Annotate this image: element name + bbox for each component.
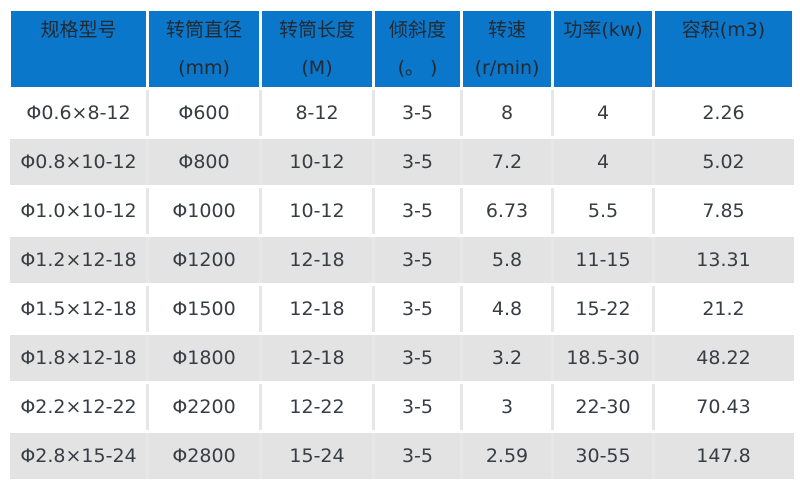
table-cell: 3-5 [372, 234, 463, 286]
table-cell: Φ800 [146, 136, 262, 188]
table-cell: 3-5 [372, 430, 463, 482]
header-sublabel: (M) [301, 57, 333, 79]
table-cell: Φ0.8×10-12 [9, 136, 149, 188]
table-cell: 2.59 [460, 430, 554, 482]
table-cell: 18.5-30 [551, 332, 655, 384]
table-cell: 3 [460, 381, 554, 433]
table-cell: 2.26 [652, 87, 794, 139]
header-label: 转筒长度 [278, 19, 355, 41]
table-cell: Φ1.0×10-12 [9, 185, 149, 237]
header-label: 转筒直径 [165, 19, 242, 41]
table-cell: Φ0.6×8-12 [9, 87, 149, 139]
table-row: Φ1.0×10-12 Φ1000 10-12 3-5 6.73 5.5 7.85 [9, 185, 794, 237]
column-header-power: 功率(kw) [551, 8, 655, 90]
table-cell: Φ2800 [146, 430, 262, 482]
table-cell: 22-30 [551, 381, 655, 433]
header-sublabel: (r/min) [474, 57, 540, 79]
table-cell: 12-18 [259, 332, 375, 384]
header-sublabel: (mm) [178, 57, 230, 79]
column-header-inclination: 倾斜度 (。 ) [372, 8, 463, 90]
table-row: Φ2.2×12-22 Φ2200 12-22 3-5 3 22-30 70.43 [9, 381, 794, 433]
table-row: Φ1.5×12-18 Φ1500 12-18 3-5 4.8 15-22 21.… [9, 283, 794, 335]
table-cell: Φ1200 [146, 234, 262, 286]
table-cell: 3-5 [372, 381, 463, 433]
table-cell: 4 [551, 87, 655, 139]
table-cell: Φ1.5×12-18 [9, 283, 149, 335]
table-cell: 5.8 [460, 234, 554, 286]
table-cell: 12-22 [259, 381, 375, 433]
header-label: 规格型号 [40, 19, 117, 41]
table-cell: 30-55 [551, 430, 655, 482]
table-cell: 15-24 [259, 430, 375, 482]
table-body: Φ0.6×8-12 Φ600 8-12 3-5 8 4 2.26 Φ0.8×10… [9, 87, 794, 482]
table-row: Φ0.6×8-12 Φ600 8-12 3-5 8 4 2.26 [9, 87, 794, 139]
spec-table: 规格型号 转筒直径 (mm) 转筒长度 (M) 倾斜度 (。 ) 转速 ( [8, 8, 795, 482]
table-header: 规格型号 转筒直径 (mm) 转筒长度 (M) 倾斜度 (。 ) 转速 ( [8, 8, 795, 90]
table-cell: 5.5 [551, 185, 655, 237]
table-cell: Φ1500 [146, 283, 262, 335]
table-cell: 3-5 [372, 185, 463, 237]
column-header-rotation-speed: 转速 (r/min) [460, 8, 554, 90]
table-cell: 7.2 [460, 136, 554, 188]
table-row: Φ1.2×12-18 Φ1200 12-18 3-5 5.8 11-15 13.… [9, 234, 794, 286]
header-row: 规格型号 转筒直径 (mm) 转筒长度 (M) 倾斜度 (。 ) 转速 ( [8, 8, 795, 90]
table-cell: Φ1800 [146, 332, 262, 384]
header-label: 转速 [487, 19, 526, 41]
table-cell: 5.02 [652, 136, 794, 188]
column-header-volume: 容积(m3) [652, 8, 795, 90]
table-cell: Φ2.2×12-22 [9, 381, 149, 433]
table-cell: 10-12 [259, 185, 375, 237]
header-label: 倾斜度 [388, 19, 446, 41]
table-cell: Φ2.8×15-24 [9, 430, 149, 482]
table-cell: 3-5 [372, 332, 463, 384]
column-header-drum-length: 转筒长度 (M) [259, 8, 375, 90]
table-cell: 4.8 [460, 283, 554, 335]
table-cell: 147.8 [652, 430, 794, 482]
column-header-drum-diameter: 转筒直径 (mm) [146, 8, 262, 90]
table-cell: 12-18 [259, 283, 375, 335]
table-cell: 3.2 [460, 332, 554, 384]
table-cell: 7.85 [652, 185, 794, 237]
table-row: Φ1.8×12-18 Φ1800 12-18 3-5 3.2 18.5-30 4… [9, 332, 794, 384]
table-cell: 21.2 [652, 283, 794, 335]
table-cell: 3-5 [372, 283, 463, 335]
header-label: 容积(m3) [681, 19, 766, 41]
table-row: Φ0.8×10-12 Φ800 10-12 3-5 7.2 4 5.02 [9, 136, 794, 188]
table-cell: Φ1.2×12-18 [9, 234, 149, 286]
table-cell: 70.43 [652, 381, 794, 433]
table-cell: Φ600 [146, 87, 262, 139]
table-cell: 3-5 [372, 136, 463, 188]
table-cell: Φ1.8×12-18 [9, 332, 149, 384]
table-cell: 10-12 [259, 136, 375, 188]
header-label: 功率(kw) [563, 19, 643, 41]
table-cell: 8-12 [259, 87, 375, 139]
table-cell: 8 [460, 87, 554, 139]
table-cell: Φ2200 [146, 381, 262, 433]
table-cell: 11-15 [551, 234, 655, 286]
table-cell: Φ1000 [146, 185, 262, 237]
table-cell: 15-22 [551, 283, 655, 335]
table-row: Φ2.8×15-24 Φ2800 15-24 3-5 2.59 30-55 14… [9, 430, 794, 482]
header-sublabel: (。 ) [397, 57, 438, 79]
table-cell: 3-5 [372, 87, 463, 139]
table-cell: 4 [551, 136, 655, 188]
table-cell: 13.31 [652, 234, 794, 286]
table-cell: 6.73 [460, 185, 554, 237]
table-cell: 48.22 [652, 332, 794, 384]
column-header-spec-model: 规格型号 [8, 8, 149, 90]
table-cell: 12-18 [259, 234, 375, 286]
